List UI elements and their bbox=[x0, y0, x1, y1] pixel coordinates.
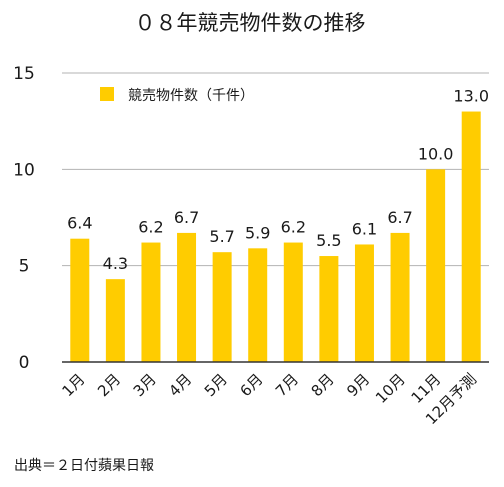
bar bbox=[354, 244, 374, 362]
data-label: 5.9 bbox=[245, 223, 270, 242]
data-label: 4.3 bbox=[103, 254, 128, 273]
data-label: 6.7 bbox=[174, 208, 199, 227]
grid-layer bbox=[62, 72, 489, 267]
bar bbox=[283, 242, 303, 362]
x-tick-label: 10月 bbox=[372, 370, 409, 407]
data-label: 5.5 bbox=[316, 231, 341, 250]
data-label: 5.7 bbox=[209, 227, 234, 246]
x-tick-label: 9月 bbox=[343, 370, 373, 400]
y-axis-tick-labels: 0 5 10 15 bbox=[13, 64, 35, 373]
bar bbox=[248, 248, 268, 362]
x-tick-label: 2月 bbox=[94, 370, 124, 400]
x-tick-label: 3月 bbox=[130, 370, 160, 400]
bar bbox=[141, 242, 161, 362]
bars bbox=[70, 111, 481, 363]
data-labels: 6.4 4.3 6.2 6.7 5.7 5.9 6.2 5.5 6.1 6.7 10.0 13.0 bbox=[67, 87, 489, 274]
data-label: 6.4 bbox=[67, 214, 92, 233]
data-label: 10.0 bbox=[418, 144, 454, 163]
x-tick-label: 1月 bbox=[59, 370, 89, 400]
legend-swatch bbox=[100, 87, 114, 101]
data-label: 6.1 bbox=[352, 219, 377, 238]
x-tick-label: 8月 bbox=[308, 370, 338, 400]
x-tick-label: 5月 bbox=[201, 370, 231, 400]
x-tick-label: 6月 bbox=[236, 370, 266, 400]
bar bbox=[70, 238, 90, 362]
x-tick-label: 4月 bbox=[165, 370, 195, 400]
data-label: 6.2 bbox=[281, 218, 306, 237]
data-label: 6.2 bbox=[138, 218, 163, 237]
x-tick-label: 7月 bbox=[272, 370, 302, 400]
bar bbox=[212, 252, 232, 362]
chart-title: ０８年競売物件数の推移 bbox=[135, 11, 366, 35]
legend-label: 競売物件数（千件） bbox=[128, 88, 254, 104]
data-label: 13.0 bbox=[453, 87, 489, 106]
bar bbox=[390, 232, 410, 362]
source-note: 出典＝２日付蘋果日報 bbox=[14, 458, 154, 474]
bar bbox=[319, 256, 339, 362]
data-label: 6.7 bbox=[387, 208, 412, 227]
y-tick-label: 15 bbox=[13, 64, 35, 84]
y-tick-label: 0 bbox=[19, 353, 30, 373]
bar bbox=[426, 169, 446, 362]
bar bbox=[461, 111, 481, 363]
y-tick-label: 5 bbox=[19, 257, 30, 277]
bar bbox=[105, 279, 125, 362]
y-tick-label: 10 bbox=[13, 160, 35, 180]
bar bbox=[177, 232, 197, 362]
legend: 競売物件数（千件） bbox=[100, 87, 254, 104]
